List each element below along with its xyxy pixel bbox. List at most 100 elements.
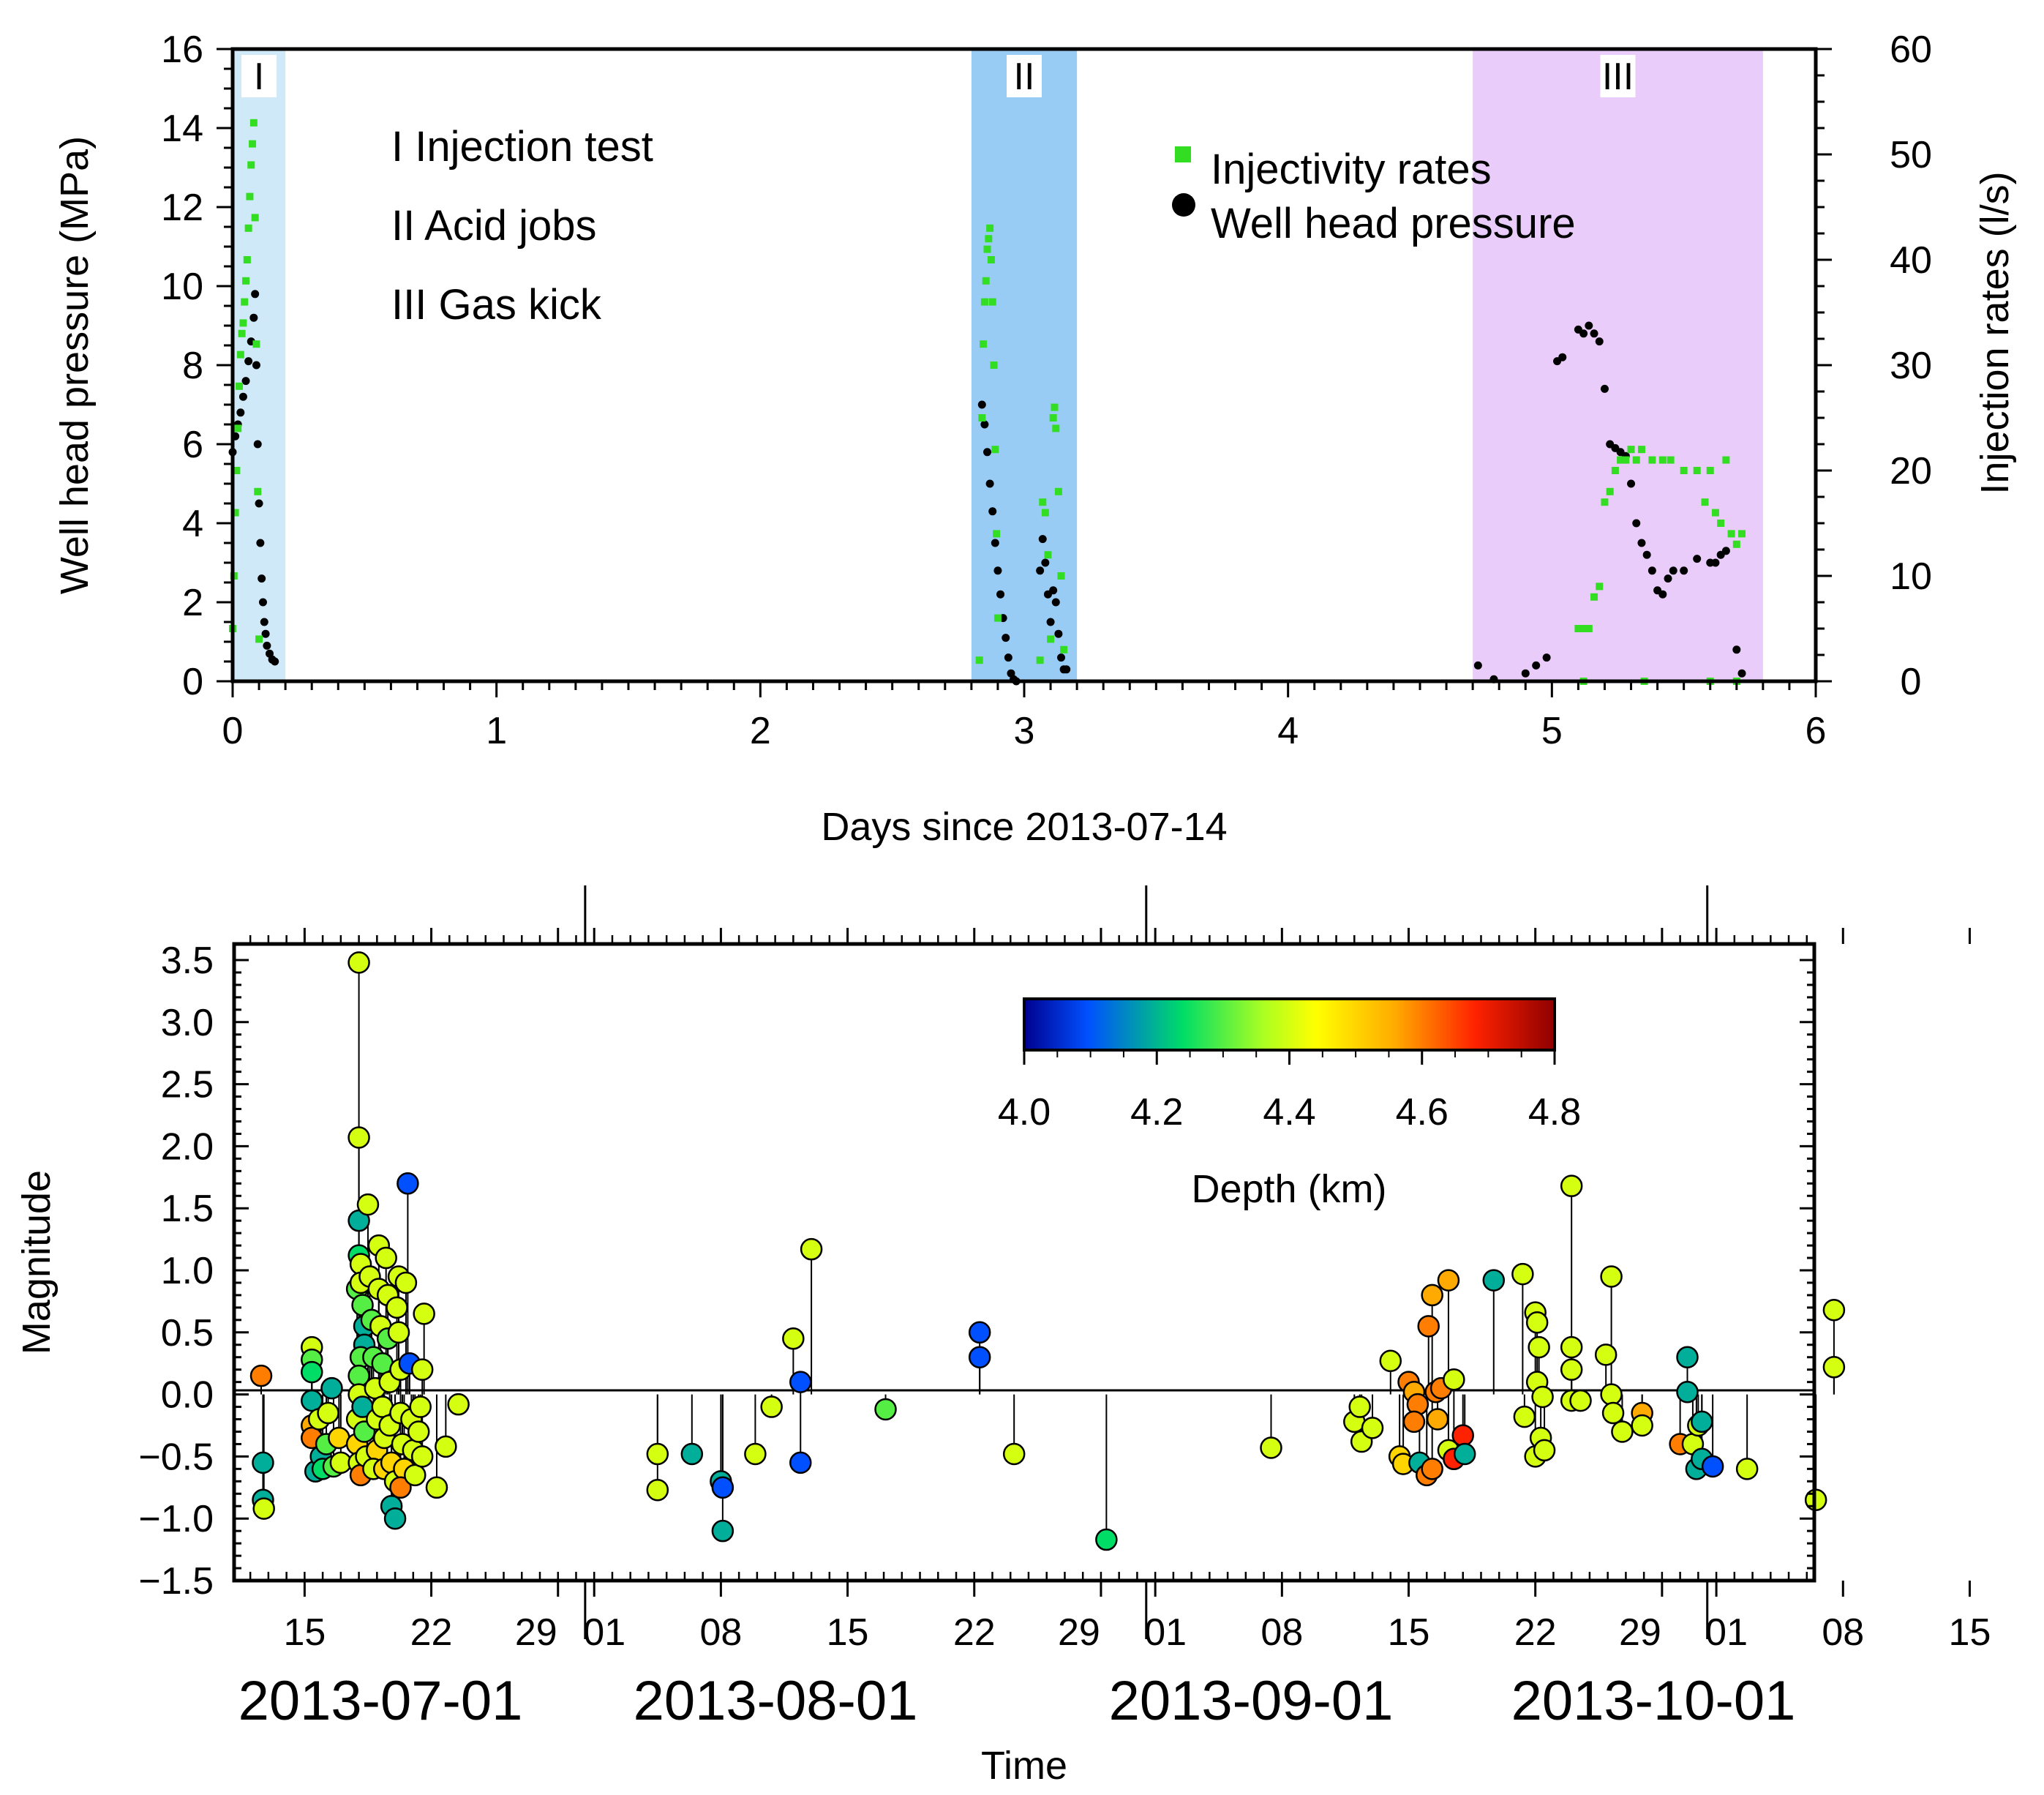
injectivity-rate-point <box>988 298 996 306</box>
earthquake-event <box>413 1303 435 1325</box>
earthquake-event <box>375 1246 397 1270</box>
wellhead-pressure-point <box>996 590 1005 599</box>
wellhead-pressure-point <box>1051 598 1060 607</box>
earthquake-event <box>744 1442 767 1466</box>
wellhead-pressure-point <box>1721 547 1730 555</box>
top-x-tick-label: 6 <box>1806 710 1827 752</box>
wellhead-pressure-point <box>1680 566 1688 575</box>
earthquake-event <box>347 1126 370 1149</box>
wellhead-pressure-point <box>236 408 245 417</box>
top-yright-tick-label: 20 <box>1890 450 1932 492</box>
top-yright-tick-label: 50 <box>1890 134 1932 176</box>
annotation-gas-kick: III Gas kick <box>391 281 602 329</box>
earthquake-event <box>435 1435 457 1458</box>
wellhead-pressure-point <box>1041 558 1050 567</box>
wellhead-pressure-point <box>1542 653 1551 662</box>
injectivity-rate-point <box>1590 593 1598 601</box>
injectivity-rate-point <box>983 245 991 253</box>
earthquake-event <box>447 1393 470 1416</box>
bottom-x-tick-label: 29 <box>1058 1611 1100 1654</box>
earthquake-event <box>646 1442 669 1466</box>
injectivity-rate-point <box>1627 446 1635 454</box>
bottom-x-tick-label: 29 <box>515 1611 557 1654</box>
bottom-y-tick-label: 3.5 <box>161 940 214 982</box>
wellhead-pressure-point <box>991 539 999 547</box>
phase-label-box-0 <box>241 55 277 97</box>
injectivity-rate-point <box>1701 498 1709 506</box>
legend-label-wellhead: Well head pressure <box>1211 200 1576 247</box>
wellhead-pressure-point <box>983 448 992 457</box>
wellhead-pressure-point <box>1737 669 1746 678</box>
earthquake-event <box>410 1358 434 1381</box>
top-yleft-tick-label: 16 <box>161 29 203 71</box>
injectivity-rate-point <box>1036 656 1044 664</box>
earthquake-event <box>1600 1383 1623 1406</box>
wellhead-pressure-point <box>258 598 267 607</box>
bottom-axis-ticks: 3.5 3.0 2.5 2.0 1.5 1.0 0.5 0.0 −0.5 −1.0 −1.5 15 22… <box>138 885 1991 1732</box>
injectivity-rate-point <box>249 140 257 148</box>
bottom-x-axis-label: Time <box>981 1744 1067 1788</box>
injectivity-rate-point <box>1574 625 1582 632</box>
bottom-y-tick-label: −0.5 <box>138 1436 214 1478</box>
wellhead-pressure-point <box>258 574 266 583</box>
annotation-injection-test: I Injection test <box>391 123 653 170</box>
earthquake-event <box>1594 1344 1617 1366</box>
earthquake-event <box>1676 1380 1699 1404</box>
bottom-x-tick-label: 15 <box>827 1611 869 1654</box>
earthquake-event <box>1560 1358 1583 1381</box>
earthquake-event <box>760 1395 783 1418</box>
earthquake-event <box>1511 1262 1534 1286</box>
injectivity-rate-point <box>1051 403 1059 411</box>
injectivity-rate-point <box>233 467 241 474</box>
top-yleft-tick-label: 8 <box>182 345 203 387</box>
wellhead-pressure-point <box>251 290 260 299</box>
bottom-x-tick-label: 01 <box>1144 1611 1187 1654</box>
wellhead-pressure-point <box>988 507 997 516</box>
top-yleft-tick-label: 10 <box>161 266 203 308</box>
bottom-y-tick-label: 0.0 <box>161 1374 214 1417</box>
injectivity-rate-point <box>1706 467 1714 474</box>
earthquake-event <box>410 1445 434 1468</box>
top-yright-tick-label: 30 <box>1890 345 1932 387</box>
bottom-chart: 3.5 3.0 2.5 2.0 1.5 1.0 0.5 0.0 −0.5 −1.0 −1.5 15 22… <box>15 885 1991 1788</box>
bottom-x-tick-label: 08 <box>1822 1611 1864 1654</box>
top-yleft-tick-label: 14 <box>161 108 203 150</box>
injectivity-rate-point <box>1622 456 1630 464</box>
wellhead-pressure-point <box>1595 337 1604 346</box>
injectivity-rate-point <box>251 214 259 222</box>
earthquake-event <box>1443 1368 1465 1391</box>
earthquake-event <box>1735 1458 1759 1480</box>
injectivity-rate-point <box>1579 625 1588 632</box>
wellhead-pressure-point <box>1038 535 1047 544</box>
top-y-axis-label-left: Well head pressure (MPa) <box>53 136 97 594</box>
injectivity-rate-point <box>982 277 990 285</box>
injectivity-rate-point <box>1732 540 1740 548</box>
wellhead-pressure-point <box>977 400 986 409</box>
top-yleft-tick-label: 0 <box>182 661 203 703</box>
injectivity-rate-point <box>1722 456 1730 464</box>
top-yright-tick-label: 40 <box>1890 239 1932 282</box>
earthquake-event <box>1417 1315 1440 1338</box>
earthquake-event <box>347 951 370 974</box>
injectivity-rate-point <box>1727 530 1735 538</box>
bottom-y-tick-label: 3.0 <box>161 1002 214 1044</box>
wellhead-pressure-point <box>244 357 253 366</box>
bottom-y-tick-label: −1.5 <box>138 1560 214 1603</box>
colorbar-ticks: 4.0 4.2 4.4 4.6 4.8 <box>998 1050 1581 1133</box>
top-yright-tick-label: 60 <box>1890 29 1932 71</box>
top-y-axis-label-right: Injection rates (l/s) <box>1973 171 2017 494</box>
phase-band-2 <box>1473 49 1763 681</box>
wellhead-pressure-point <box>1036 566 1045 575</box>
earthquake-event <box>249 1364 273 1387</box>
wellhead-pressure-point <box>1632 519 1641 528</box>
wellhead-pressure-point <box>260 618 268 626</box>
wellhead-pressure-point <box>980 420 989 429</box>
injectivity-rate-point <box>980 340 988 348</box>
injectivity-rate-point <box>231 509 239 517</box>
earthquake-events <box>249 951 1846 1551</box>
injectivity-rate-point <box>1039 498 1047 506</box>
depth-colorbar: 4.0 4.2 4.4 4.6 4.8 Depth (km) <box>998 997 1581 1211</box>
